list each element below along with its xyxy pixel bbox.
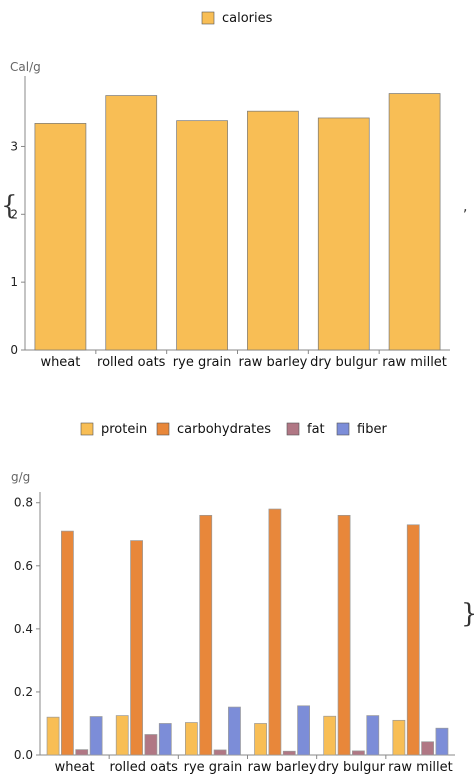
bar-fiber-wheat [89, 716, 103, 756]
legend-swatch-calories [201, 11, 215, 25]
bar-fiber-rolled-oats [158, 723, 172, 756]
nutrients-chart: protein carbohydrates fat fiber g/g 0.0 0.2 0.4… [11, 422, 455, 775]
legend-label-fiber: fiber [357, 422, 387, 437]
x-tick-label: wheat [40, 355, 80, 370]
calories-chart: calories Cal/g 0 1 2 3 wheat rolled oats rye gra… [10, 11, 450, 370]
x-tick-label: rye grain [184, 760, 243, 775]
bar-fat-wheat [75, 749, 89, 756]
x-tick-label: dry bulgur [310, 355, 378, 370]
bar-fiber-rye-grain [228, 706, 241, 756]
legend-swatch-fat [286, 422, 300, 436]
legend-label-calories: calories [222, 11, 273, 26]
legend-label-fat: fat [307, 422, 325, 437]
bar-fat-rolled-oats [144, 734, 158, 756]
x-tick-label: rye grain [173, 355, 232, 370]
bar-fiber-raw-millet [435, 727, 449, 756]
y-tick-label: 0.4 [14, 622, 33, 636]
bar-protein-wheat [46, 716, 60, 756]
bar-calories-rolled-oats [105, 95, 158, 351]
bar-fiber-dry-bulgur [366, 715, 380, 756]
legend-swatch-carbohydrates [156, 422, 170, 436]
bar-fat-raw-millet [421, 741, 434, 756]
bar-calories-rye-grain [176, 120, 228, 351]
bar-fat-raw-barley [282, 750, 296, 756]
x-tick-label: raw millet [382, 355, 447, 370]
bar-fat-dry-bulgur [352, 750, 365, 756]
legend-swatch-fiber [336, 422, 350, 436]
y-axis-label: g/g [11, 470, 30, 484]
bar-protein-raw-barley [254, 723, 267, 756]
x-tick-label: dry bulgur [318, 760, 386, 775]
x-tick-label: wheat [55, 760, 95, 775]
legend-swatch-protein [80, 422, 94, 436]
x-tick-label: rolled oats [97, 355, 166, 370]
y-axis-label: Cal/g [10, 60, 41, 74]
bar-carbohydrates-dry-bulgur [337, 514, 351, 756]
y-tick-label: 0.2 [14, 685, 33, 699]
bar-carbohydrates-raw-millet [406, 524, 420, 756]
bar-calories-wheat [34, 123, 87, 351]
y-tick-label: 1 [10, 275, 18, 289]
y-tick-label: 3 [10, 139, 18, 153]
bar-calories-raw-barley [247, 110, 299, 351]
x-tick-label: raw millet [388, 760, 453, 775]
bar-fat-rye-grain [213, 749, 227, 756]
x-tick-label: raw barley [238, 355, 307, 370]
legend-label-protein: protein [101, 422, 147, 437]
list-comma: , [463, 199, 467, 215]
bar-protein-dry-bulgur [323, 715, 337, 756]
bar-protein-raw-millet [392, 719, 406, 756]
x-tick-label: raw barley [248, 760, 317, 775]
bar-protein-rolled-oats [115, 715, 129, 756]
close-brace: } [461, 599, 474, 629]
bar-fiber-raw-barley [297, 705, 310, 756]
bar-carbohydrates-rye-grain [199, 514, 213, 756]
legend-label-carbohydrates: carbohydrates [177, 422, 271, 437]
x-tick-label: rolled oats [110, 760, 179, 775]
y-tick-label: 2 [10, 207, 18, 221]
open-brace: { [1, 191, 18, 221]
bar-carbohydrates-wheat [61, 530, 74, 756]
bar-carbohydrates-raw-barley [268, 508, 282, 756]
y-tick-label: 0 [10, 343, 18, 357]
bar-carbohydrates-rolled-oats [130, 540, 143, 756]
bar-calories-raw-millet [388, 93, 441, 351]
y-tick-label: 0.6 [14, 559, 33, 573]
bar-protein-rye-grain [185, 722, 198, 756]
y-tick-label: 0.8 [14, 496, 33, 510]
bar-calories-dry-bulgur [317, 117, 370, 351]
y-tick-label: 0.0 [14, 748, 33, 762]
